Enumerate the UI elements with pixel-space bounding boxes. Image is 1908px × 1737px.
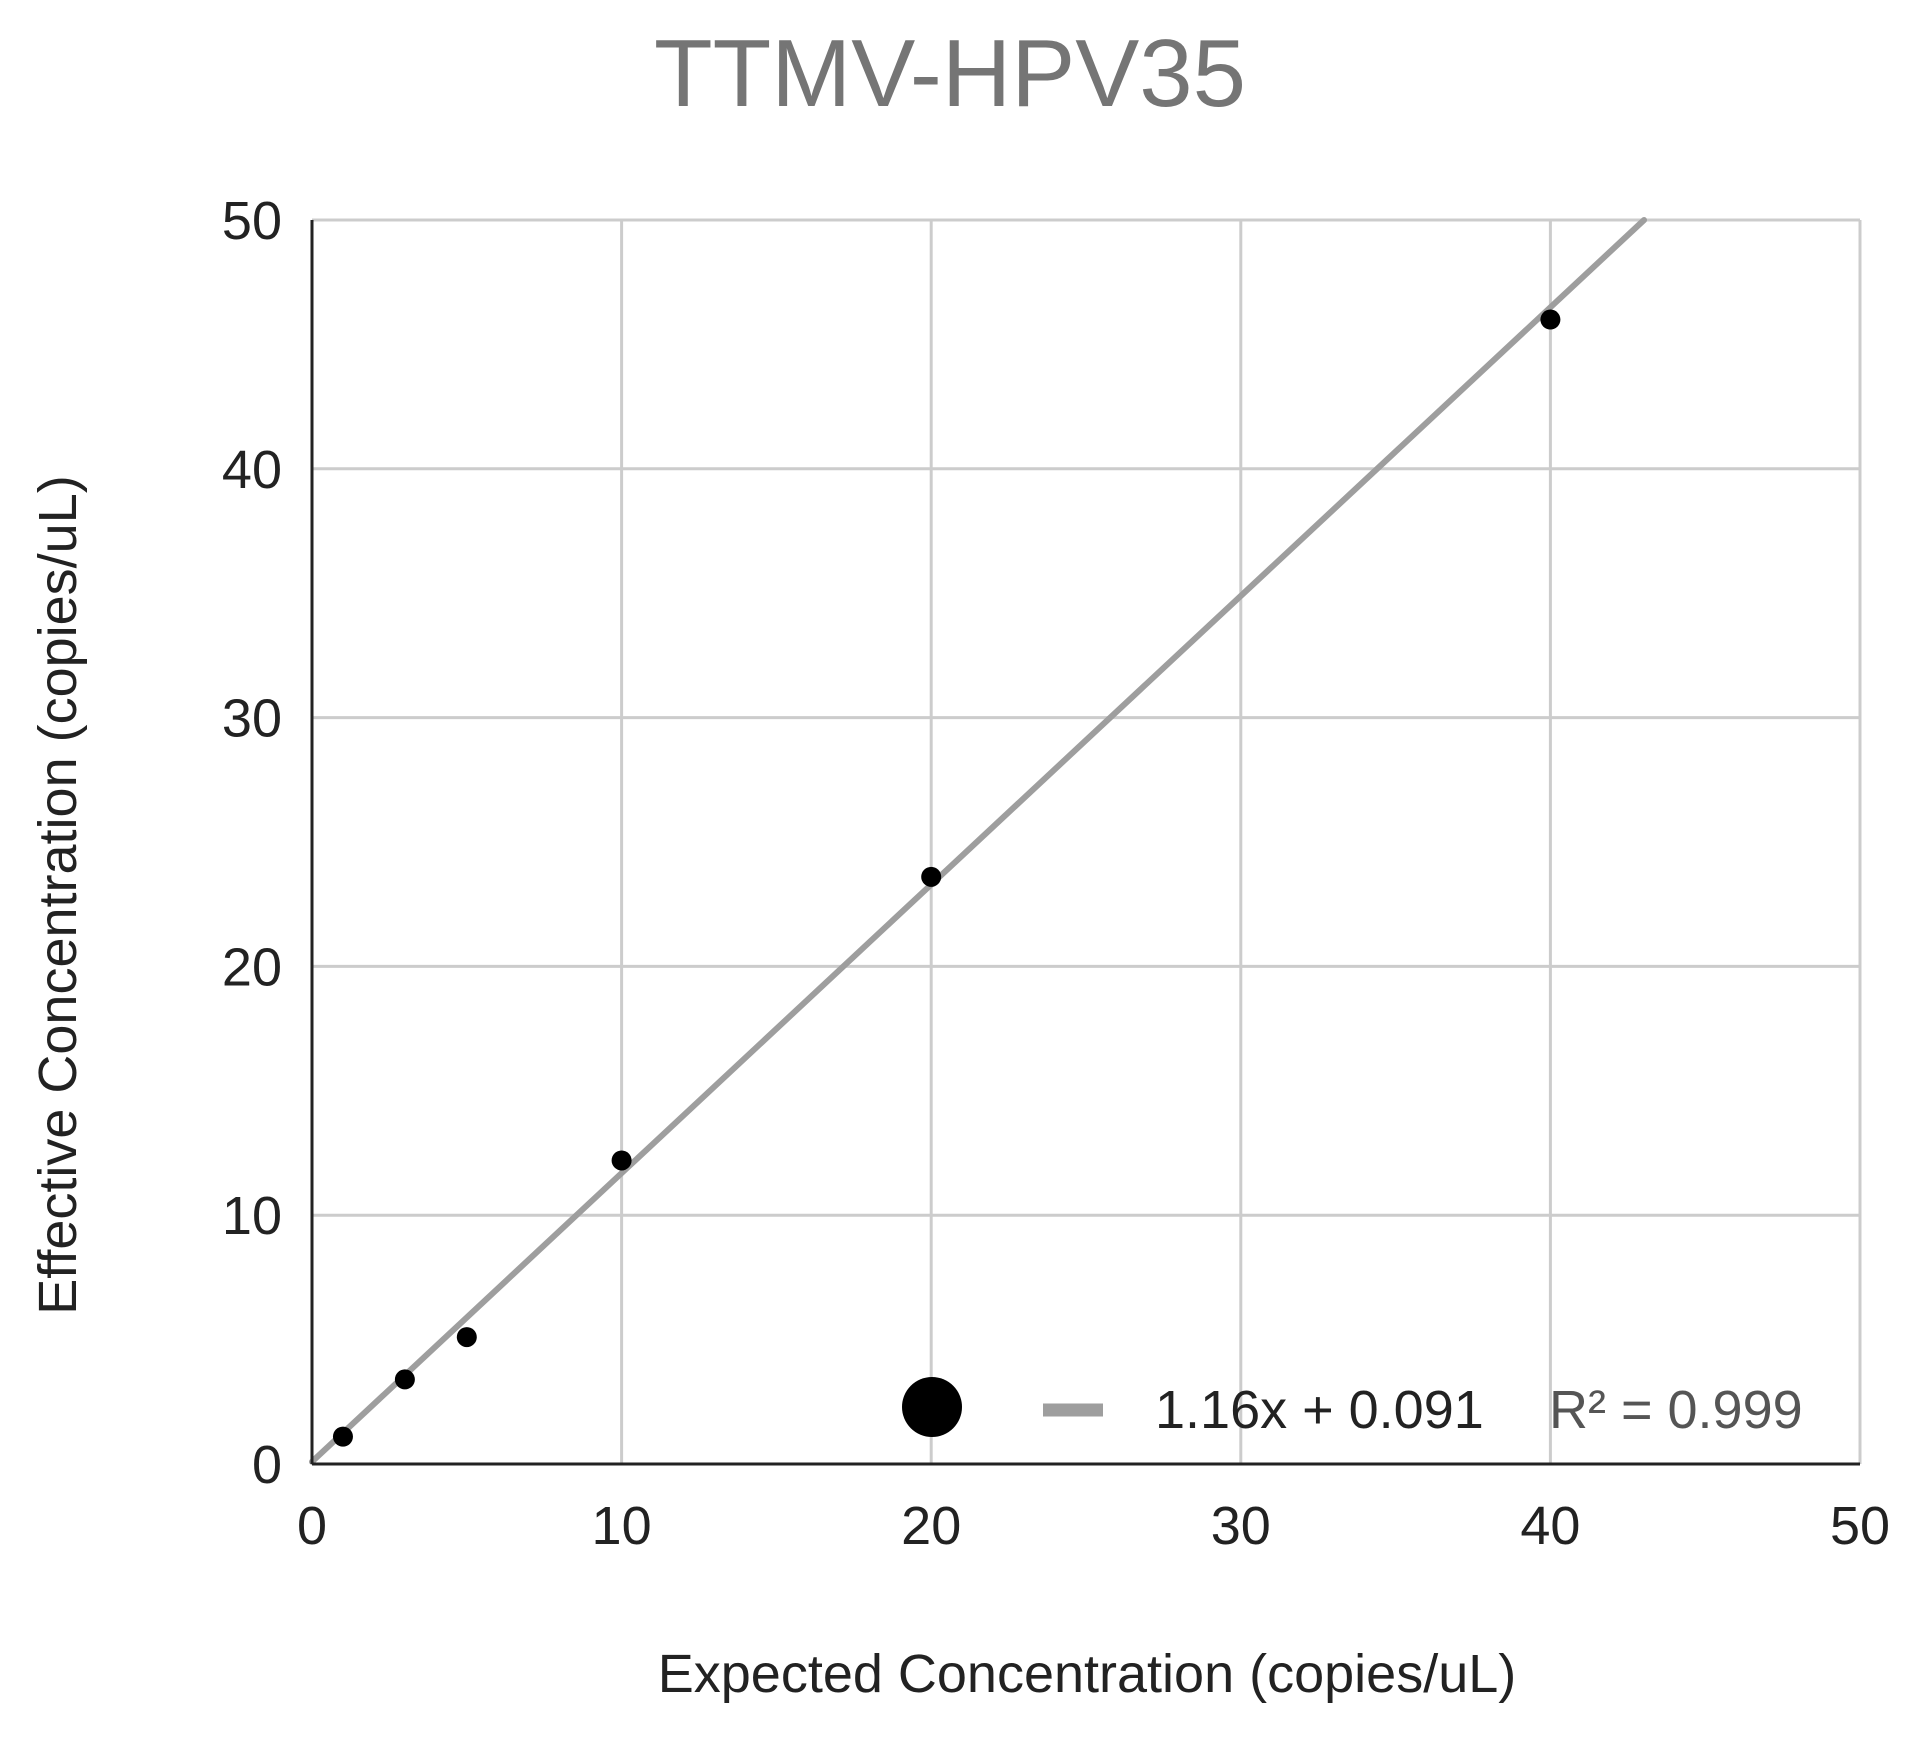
x-tick-label: 20 [901,1496,961,1556]
trendline [309,217,1648,1465]
data-point [611,1150,632,1171]
x-tick-label: 30 [1211,1496,1271,1556]
legend-point-marker [902,1377,962,1437]
data-point [1540,309,1561,330]
grid [312,218,1862,1464]
y-tick-label: 0 [252,1435,282,1495]
y-tick-label: 20 [222,937,282,997]
x-tick-label: 50 [1830,1496,1890,1556]
data-point [456,1327,477,1348]
data-point [332,1426,353,1447]
legend: 1.16x + 0.091 R² = 0.999 [902,1377,1803,1440]
y-tick-label: 10 [222,1186,282,1246]
x-axis-label: Expected Concentration (copies/uL) [658,1644,1517,1704]
y-tick-label: 50 [222,191,282,251]
x-tick-label: 40 [1520,1496,1580,1556]
legend-equation: 1.16x + 0.091 [1155,1380,1484,1440]
data-point [921,866,942,887]
data-point [394,1369,415,1390]
x-tick-label: 10 [592,1496,652,1556]
chart-title: TTMV-HPV35 [654,20,1246,127]
x-tick-label: 0 [297,1496,327,1556]
y-tick-label: 40 [222,440,282,500]
data-points [332,309,1561,1447]
y-axis-label: Effective Concentration (copies/uL) [28,475,88,1314]
tick-labels: 0 10 20 30 40 50 0 10 20 30 40 50 [222,191,1890,1556]
trendline-layer [309,217,1648,1465]
axes [310,220,1860,1466]
y-tick-label: 30 [222,689,282,749]
legend-r-squared: R² = 0.999 [1549,1380,1803,1440]
